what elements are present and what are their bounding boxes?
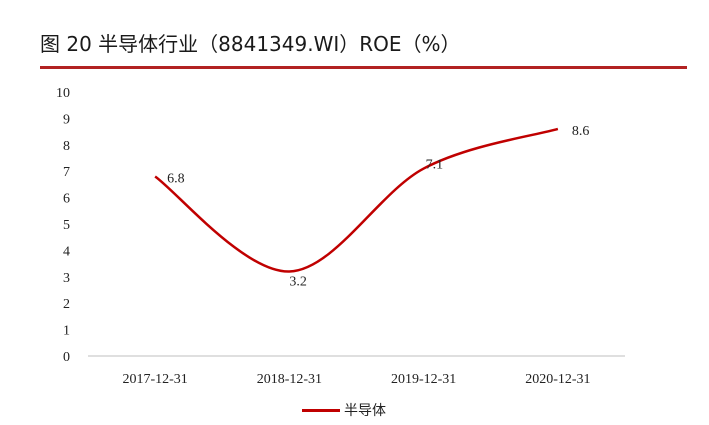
- y-axis-ticks: 0 1 2 3 4 5 6 7 8 9 10: [56, 86, 70, 365]
- y-tick-label: 3: [63, 271, 70, 286]
- y-tick-label: 8: [63, 139, 70, 154]
- y-tick-label: 4: [63, 244, 70, 259]
- x-tick-label: 2020-12-31: [525, 372, 590, 387]
- legend-swatch: [302, 408, 340, 412]
- y-tick-label: 0: [63, 350, 70, 365]
- legend-label: 半导体: [344, 403, 386, 419]
- chart-title: 图 20 半导体行业（8841349.WI）ROE（%）: [40, 32, 461, 56]
- y-tick-label: 9: [63, 112, 70, 127]
- y-tick-label: 5: [63, 218, 70, 233]
- data-label: 3.2: [289, 275, 307, 290]
- x-tick-label: 2019-12-31: [391, 372, 456, 387]
- data-labels: 6.8 3.2 7.1 8.6: [167, 124, 589, 290]
- x-axis-ticks: 2017-12-31 2018-12-31 2019-12-31 2020-12-31: [122, 372, 590, 387]
- y-tick-label: 2: [63, 297, 70, 312]
- y-tick-label: 7: [63, 165, 70, 180]
- x-tick-label: 2017-12-31: [122, 372, 187, 387]
- x-tick-label: 2018-12-31: [257, 372, 322, 387]
- series-line-semiconductor: [154, 127, 559, 273]
- y-tick-label: 6: [63, 192, 70, 207]
- y-tick-label: 10: [56, 86, 70, 101]
- data-label: 8.6: [572, 124, 590, 139]
- y-tick-label: 1: [63, 324, 70, 339]
- data-label: 6.8: [167, 171, 185, 186]
- legend: 半导体: [302, 400, 386, 420]
- title-divider: [40, 66, 687, 69]
- data-label: 7.1: [426, 158, 444, 173]
